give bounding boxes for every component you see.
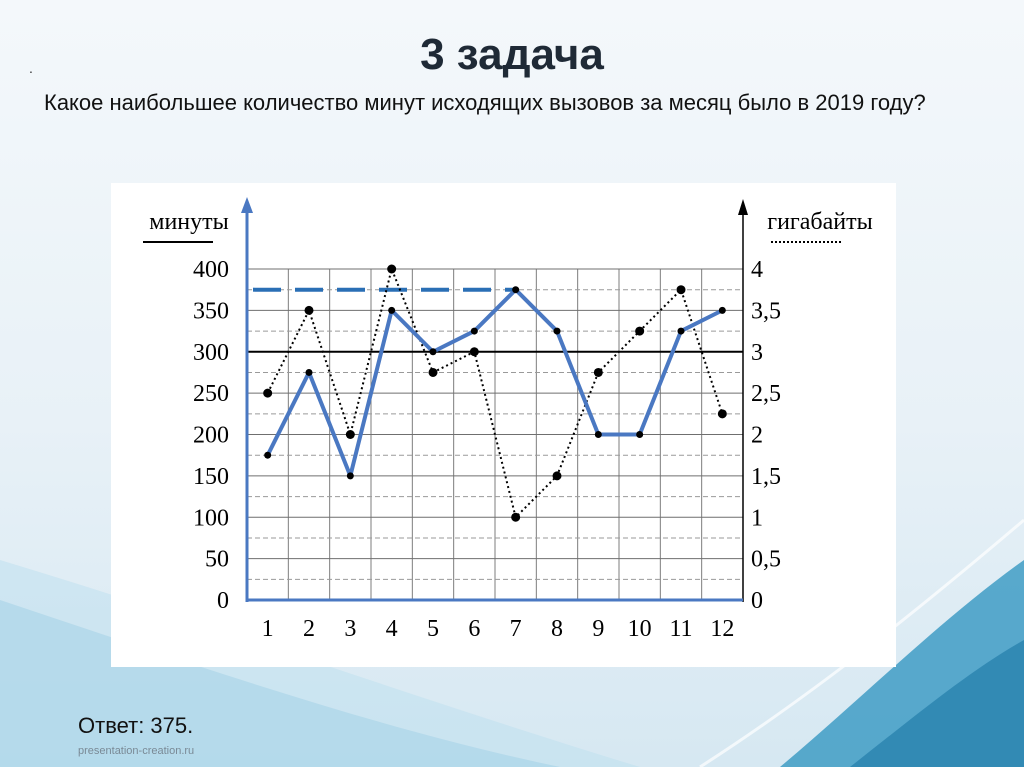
slide-title: 3 задача (420, 30, 604, 79)
series-gigabytes-point (387, 264, 397, 274)
x-tick-label: 6 (468, 616, 480, 642)
series-minutes-point (553, 327, 561, 335)
series-minutes-point (346, 472, 354, 480)
right-tick-label: 3 (751, 340, 763, 366)
series-gigabytes-point (593, 367, 603, 377)
right-tick-label: 1 (751, 505, 763, 531)
series-gigabytes-point (717, 409, 727, 419)
series (253, 264, 727, 522)
series-minutes-point (594, 431, 602, 438)
left-tick-label: 200 (193, 423, 229, 449)
x-tick-label: 9 (592, 616, 604, 642)
left-tick-label: 150 (193, 464, 229, 490)
series-minutes-line (265, 287, 724, 478)
left-tick-label: 400 (193, 257, 229, 283)
right-tick-label: 0 (751, 588, 763, 614)
right-tick-label: 4 (751, 257, 763, 283)
left-tick-label: 0 (217, 588, 229, 614)
series-gigabytes-point (304, 305, 314, 315)
x-tick-label: 3 (344, 616, 356, 642)
x-tick-label: 11 (669, 616, 692, 642)
left-tick-label: 100 (193, 505, 229, 531)
x-tick-label: 2 (303, 616, 315, 642)
series-gigabytes-point (676, 285, 686, 295)
left-axis-arrow (241, 197, 253, 213)
series-gigabytes-point (511, 512, 521, 522)
x-tick-label: 5 (427, 616, 439, 642)
left-axis-title: минуты (149, 209, 229, 235)
line-chart: минуты гигабайты0501001502002503003504000… (143, 197, 873, 642)
series-minutes-point (264, 451, 272, 459)
x-tick-label: 1 (262, 616, 274, 642)
series-gigabytes-point (469, 347, 479, 357)
x-tick-label: 4 (386, 616, 398, 642)
series-gigabytes-point (635, 326, 645, 336)
series-gigabytes-line (266, 265, 724, 520)
right-tick-label: 0,5 (751, 547, 781, 573)
series-minutes-point (470, 327, 478, 335)
answer-text: Ответ: 375. (78, 713, 194, 738)
left-tick-label: 350 (193, 298, 229, 324)
right-axis-arrow (738, 199, 748, 215)
series-minutes-point (388, 306, 396, 314)
series-minutes-point (636, 431, 644, 438)
x-tick-label: 12 (710, 616, 734, 642)
series-gigabytes-point (345, 430, 355, 439)
series-minutes-point (677, 327, 685, 335)
bullet-dot: . (29, 60, 33, 76)
chart-card: минуты гигабайты 0 50 100 150 200 250 300 350 400 0… (111, 183, 896, 667)
x-tick-label: 10 (628, 616, 652, 642)
right-axis-title: гигабайты (767, 209, 873, 235)
watermark: presentation-creation.ru (78, 745, 195, 757)
left-tick-label: 300 (193, 340, 229, 366)
series-gigabytes-point (263, 388, 273, 398)
left-tick-label: 250 (193, 381, 229, 407)
x-tick-label: 8 (551, 616, 563, 642)
right-tick-label: 1,5 (751, 464, 781, 490)
series-gigabytes-point (552, 471, 562, 481)
labels: минуты гигабайты0501001502002503003504000… (143, 209, 873, 642)
series-minutes-point (429, 348, 437, 356)
left-tick-label: 50 (205, 547, 229, 573)
axes (241, 197, 748, 602)
series-minutes-point (305, 368, 313, 376)
right-tick-label: 2,5 (751, 381, 781, 407)
right-tick-label: 2 (751, 423, 763, 449)
question-text: Какое наибольшее количество минут исходя… (44, 90, 926, 115)
x-tick-label: 7 (510, 616, 522, 642)
right-tick-label: 3,5 (751, 298, 781, 324)
series-gigabytes-point (428, 367, 438, 377)
series-minutes-point (718, 306, 726, 314)
series-minutes-point (512, 286, 520, 294)
